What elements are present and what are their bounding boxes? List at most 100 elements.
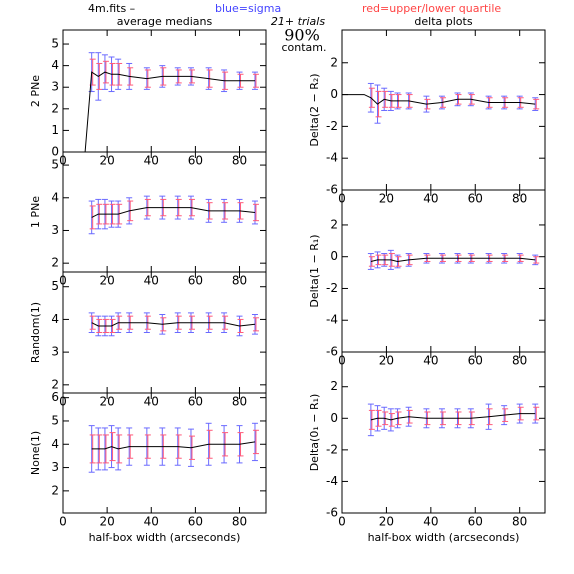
x-tick-label: 20 [379,192,394,206]
y-tick-label: 2 [330,55,338,69]
plot-frame [341,351,546,514]
x-tick-label: 60 [468,354,483,368]
x-tick-label: 40 [423,192,438,206]
y-axis-label: Delta(1 − R₁) [308,234,321,307]
x-tick-label: 0 [59,515,67,529]
y-tick-label: 1 [51,123,59,137]
y-tick-label: 5 [51,158,59,172]
y-tick-label: 5 [51,413,59,427]
y-tick-label: 5 [51,279,59,293]
x-tick-label: 60 [188,395,203,409]
y-tick-label: 3 [51,345,59,359]
x-tick-label: 20 [99,274,114,288]
y-tick-label: -6 [326,506,338,520]
y-tick-label: -4 [326,474,338,488]
x-tick-label: 20 [99,154,114,168]
sigma-bar [367,403,374,437]
quartile-bar [533,256,540,264]
x-tick-label: 80 [232,274,247,288]
x-tick-label: 80 [512,354,527,368]
y-tick-label: -2 [326,281,338,295]
x-tick-label: 40 [144,515,159,529]
y-tick-label: -2 [326,442,338,456]
y-tick-label: 2 [51,256,59,270]
y-tick-label: 4 [51,312,59,326]
trials-note: 21+ trials [271,15,325,28]
x-tick-label: 80 [232,154,247,168]
quartile-bar [252,73,259,88]
y-tick-label: 2 [51,101,59,115]
y-tick-label: 6 [51,390,59,404]
sigma-bar [88,200,95,235]
y-axis-label: Random(1) [29,302,42,363]
x-tick-label: 80 [512,515,527,529]
median-line [91,441,256,450]
median-line [370,257,536,263]
quartile-bar [252,203,259,222]
x-axis-label: half-box width (arcseconds) [89,531,241,544]
y-tick-label: -4 [326,151,338,165]
plot-frame [341,189,546,353]
median-line [63,71,255,153]
y-tick-label: 2 [51,377,59,391]
y-tick-label: -6 [326,345,338,359]
x-tick-label: 40 [423,515,438,529]
x-tick-label: 40 [144,154,159,168]
x-tick-label: 20 [379,515,394,529]
y-axis-label: 2 PNe [29,75,42,107]
y-tick-label: 4 [51,58,59,72]
y-axis-label: 1 PNe [29,196,42,228]
y-tick-label: 0 [330,87,338,101]
median-line [91,207,256,218]
y-tick-label: -4 [326,313,338,327]
quartile-bar [252,317,259,332]
y-tick-label: 0 [51,145,59,159]
y-axis-label: None(1) [29,431,42,475]
x-tick-label: 0 [338,515,346,529]
x-tick-label: 80 [232,395,247,409]
y-tick-label: 3 [51,223,59,237]
quartile-bar [252,429,259,455]
y-tick-label: 4 [51,190,59,204]
median-line [342,94,536,105]
y-tick-label: 0 [330,411,338,425]
y-tick-label: 2 [330,217,338,231]
sigma-bar [367,253,374,270]
x-tick-label: 40 [144,395,159,409]
plot-frame [62,392,267,514]
x-axis-label: half-box width (arcseconds) [368,531,520,544]
quartile-bar [368,87,375,108]
median-line [370,413,536,421]
contam-label: contam. [281,41,326,54]
plot-frame [341,29,546,191]
y-tick-label: -2 [326,119,338,133]
quartile-bar [533,406,540,421]
x-tick-label: 20 [99,395,114,409]
x-tick-label: 20 [379,354,394,368]
x-tick-label: 60 [188,274,203,288]
quartile-bar [533,98,540,110]
x-tick-label: 60 [188,154,203,168]
y-tick-label: 4 [51,437,59,451]
y-axis-label: Delta(2 − R₂) [308,73,321,146]
x-tick-label: 80 [512,192,527,206]
x-tick-label: 60 [468,192,483,206]
y-axis-label: Delta(0₁ − R₁) [308,394,321,472]
x-tick-label: 80 [232,515,247,529]
y-tick-label: 2 [330,379,338,393]
panel-title: average medians [117,15,213,28]
median-line [91,322,256,327]
plot-frame [62,29,267,153]
sigma-bar [532,97,539,111]
plot-frame [62,151,267,273]
sigma-note: blue=sigma [215,2,281,15]
file-name: 4m.fits – [88,2,135,15]
quartile-note: red=upper/lower quartile [362,2,501,15]
quartile-bar [375,90,382,118]
x-tick-label: 40 [144,274,159,288]
y-tick-label: 3 [51,80,59,94]
x-tick-label: 60 [468,515,483,529]
x-tick-label: 40 [423,354,438,368]
